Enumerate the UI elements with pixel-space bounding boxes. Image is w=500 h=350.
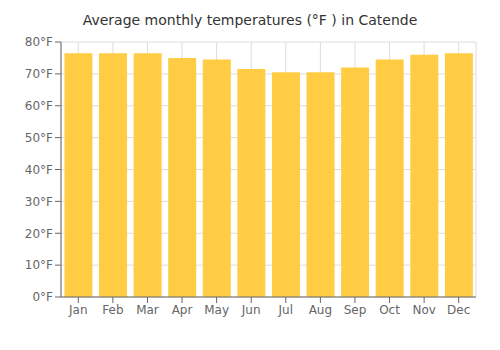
svg-text:Oct: Oct	[379, 303, 400, 317]
svg-text:30°F: 30°F	[25, 195, 53, 209]
svg-text:Mar: Mar	[136, 303, 159, 317]
html-text:Average monthly temperatures (: Average monthly temperatures (°F ) in Ca…	[82, 12, 418, 28]
svg-text:50°F: 50°F	[25, 131, 53, 145]
svg-text:Sep: Sep	[344, 303, 367, 317]
svg-text:0°F: 0°F	[32, 290, 53, 304]
svg-text:Feb: Feb	[102, 303, 123, 317]
svg-text:Apr: Apr	[172, 303, 193, 317]
svg-text:70°F: 70°F	[25, 67, 53, 81]
svg-text:60°F: 60°F	[25, 99, 53, 113]
svg-text:Dec: Dec	[447, 303, 470, 317]
svg-text:Nov: Nov	[412, 303, 435, 317]
svg-text:Jan: Jan	[68, 303, 88, 317]
svg-text:Jul: Jul	[278, 303, 293, 317]
svg-text:40°F: 40°F	[25, 163, 53, 177]
svg-text:May: May	[204, 303, 229, 317]
svg-text:10°F: 10°F	[25, 258, 53, 272]
svg-text:80°F: 80°F	[25, 35, 53, 49]
svg-text:20°F: 20°F	[25, 227, 53, 241]
svg-text:Jun: Jun	[241, 303, 261, 317]
svg-text:Aug: Aug	[309, 303, 332, 317]
